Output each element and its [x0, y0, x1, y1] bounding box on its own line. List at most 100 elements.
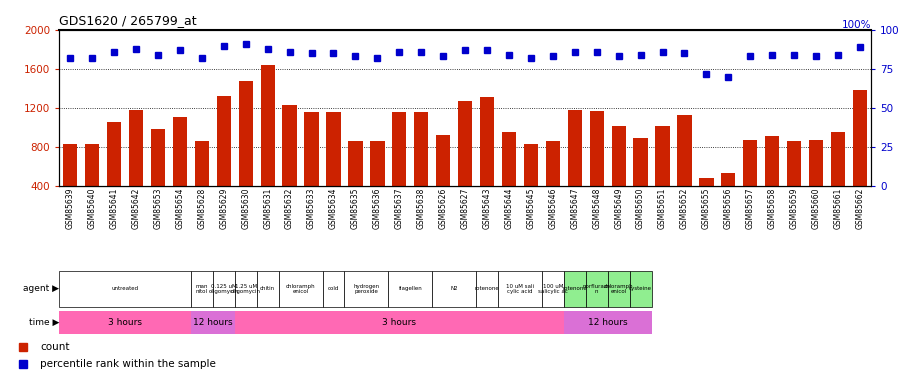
Bar: [217, 96, 230, 225]
Bar: [721, 173, 734, 225]
Bar: [563, 310, 650, 334]
Text: GSM85628: GSM85628: [197, 187, 206, 228]
Text: chitin: chitin: [260, 286, 275, 291]
Text: man
nitol: man nitol: [195, 284, 208, 294]
Text: cold: cold: [327, 286, 339, 291]
Text: GSM85662: GSM85662: [855, 187, 864, 229]
Bar: [655, 126, 669, 225]
Bar: [234, 271, 256, 307]
Bar: [629, 271, 650, 307]
Bar: [414, 112, 428, 225]
Text: GSM85631: GSM85631: [263, 187, 271, 229]
Bar: [388, 271, 432, 307]
Text: GSM85658: GSM85658: [767, 187, 776, 229]
Bar: [256, 271, 279, 307]
Bar: [742, 140, 757, 225]
Text: GSM85635: GSM85635: [351, 187, 360, 229]
Bar: [589, 111, 603, 225]
Bar: [585, 271, 607, 307]
Bar: [435, 135, 450, 225]
Bar: [234, 310, 563, 334]
Text: GSM85638: GSM85638: [416, 187, 425, 229]
Bar: [261, 65, 274, 225]
Text: 3 hours: 3 hours: [382, 318, 415, 327]
Text: count: count: [40, 342, 70, 352]
Bar: [322, 271, 344, 307]
Text: 0.125 uM
oligomycin: 0.125 uM oligomycin: [209, 284, 239, 294]
Text: GSM85626: GSM85626: [438, 187, 447, 229]
Text: GSM85652: GSM85652: [680, 187, 688, 229]
Bar: [190, 310, 234, 334]
Text: 10 uM sali
cylic acid: 10 uM sali cylic acid: [506, 284, 533, 294]
Text: GSM85627: GSM85627: [460, 187, 469, 229]
Text: GSM85657: GSM85657: [745, 187, 754, 229]
Text: GSM85632: GSM85632: [285, 187, 294, 229]
Text: GSM85633: GSM85633: [307, 187, 316, 229]
Bar: [63, 144, 77, 225]
Bar: [279, 271, 322, 307]
Text: GSM85637: GSM85637: [394, 187, 404, 229]
Text: GSM85636: GSM85636: [373, 187, 382, 229]
Bar: [607, 271, 629, 307]
Text: chloramph
enicol: chloramph enicol: [285, 284, 315, 294]
Text: GSM85645: GSM85645: [526, 187, 535, 229]
Text: 1.25 uM
oligomycin: 1.25 uM oligomycin: [230, 284, 261, 294]
Bar: [85, 144, 99, 225]
Bar: [348, 141, 363, 225]
Bar: [172, 117, 187, 225]
Text: GDS1620 / 265799_at: GDS1620 / 265799_at: [59, 14, 197, 27]
Bar: [239, 81, 252, 225]
Bar: [567, 110, 581, 225]
Bar: [392, 112, 406, 225]
Bar: [476, 271, 497, 307]
Bar: [541, 271, 563, 307]
Text: GSM85649: GSM85649: [613, 187, 622, 229]
Bar: [282, 105, 296, 225]
Bar: [699, 178, 712, 225]
Text: norflurazo
n: norflurazo n: [582, 284, 610, 294]
Text: GSM85656: GSM85656: [723, 187, 732, 229]
Text: N2: N2: [450, 286, 457, 291]
Text: GSM85639: GSM85639: [66, 187, 75, 229]
Bar: [563, 271, 585, 307]
Bar: [190, 271, 212, 307]
Text: agent ▶: agent ▶: [24, 284, 59, 293]
Bar: [344, 271, 388, 307]
Text: flagellen: flagellen: [398, 286, 422, 291]
Text: GSM85647: GSM85647: [569, 187, 578, 229]
Text: 100%: 100%: [841, 20, 870, 30]
Text: rotenone: rotenone: [474, 286, 499, 291]
Text: rotenone: rotenone: [562, 286, 587, 291]
Text: GSM85655: GSM85655: [701, 187, 711, 229]
Text: GSM85653: GSM85653: [153, 187, 162, 229]
Text: GSM85629: GSM85629: [219, 187, 228, 229]
Bar: [830, 132, 844, 225]
Text: 100 uM
salicylic ac: 100 uM salicylic ac: [537, 284, 568, 294]
Text: GSM85634: GSM85634: [329, 187, 338, 229]
Text: percentile rank within the sample: percentile rank within the sample: [40, 359, 216, 369]
Bar: [59, 310, 190, 334]
Text: GSM85654: GSM85654: [175, 187, 184, 229]
Bar: [212, 271, 234, 307]
Bar: [150, 129, 165, 225]
Bar: [195, 141, 209, 225]
Bar: [852, 90, 866, 225]
Bar: [432, 271, 476, 307]
Text: hydrogen
peroxide: hydrogen peroxide: [353, 284, 379, 294]
Text: GSM85659: GSM85659: [789, 187, 798, 229]
Bar: [545, 141, 559, 225]
Text: untreated: untreated: [111, 286, 138, 291]
Text: GSM85651: GSM85651: [658, 187, 666, 229]
Bar: [786, 141, 801, 225]
Text: chloramph
enicol: chloramph enicol: [603, 284, 633, 294]
Bar: [501, 132, 516, 225]
Bar: [677, 115, 691, 225]
Bar: [611, 126, 625, 225]
Text: GSM85630: GSM85630: [241, 187, 250, 229]
Text: GSM85643: GSM85643: [482, 187, 491, 229]
Bar: [764, 136, 779, 225]
Bar: [479, 97, 494, 225]
Bar: [107, 122, 121, 225]
Bar: [59, 271, 190, 307]
Bar: [457, 101, 472, 225]
